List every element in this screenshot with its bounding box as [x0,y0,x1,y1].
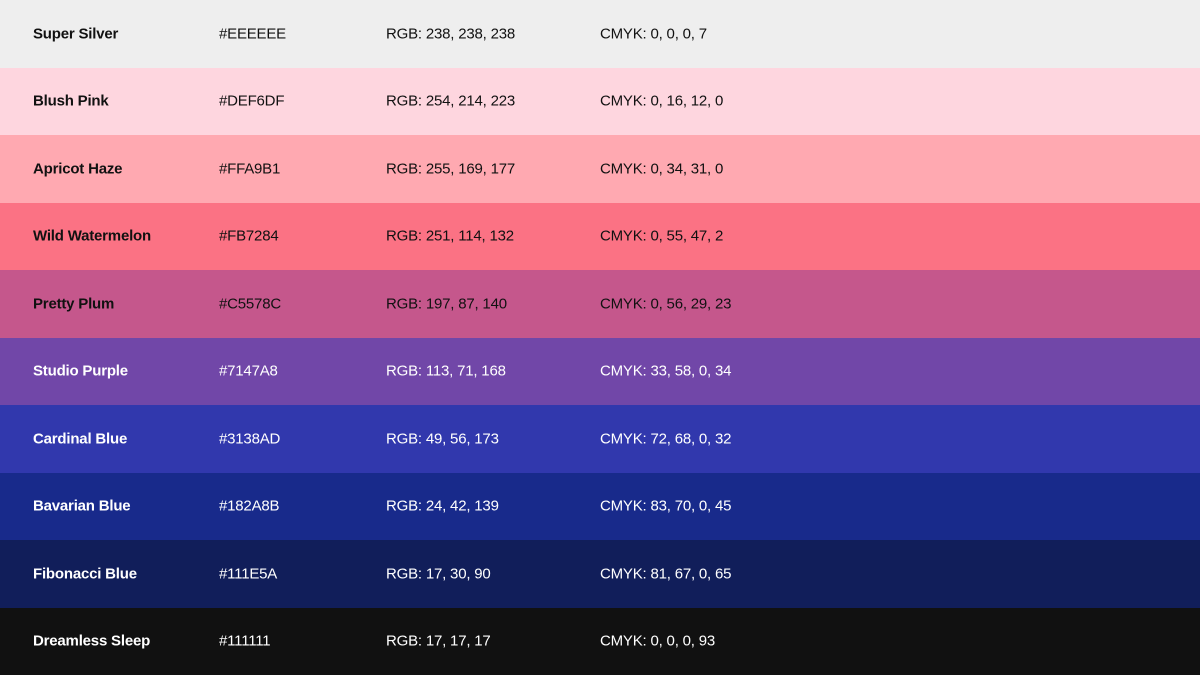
swatch-hex: #DEF6DF [219,92,285,110]
swatch-row-fibonacci-blue: Fibonacci Blue #111E5A RGB: 17, 30, 90 C… [0,540,1200,608]
swatch-rgb: RGB: 197, 87, 140 [386,295,507,313]
swatch-hex: #C5578C [219,295,281,313]
swatch-row-blush-pink: Blush Pink #DEF6DF RGB: 254, 214, 223 CM… [0,67,1200,135]
swatch-cmyk: CMYK: 81, 67, 0, 65 [600,565,732,583]
swatch-hex: #FFA9B1 [219,160,281,178]
swatch-hex: #FB7284 [219,227,279,245]
swatch-cmyk: CMYK: 0, 34, 31, 0 [600,160,724,178]
swatch-name: Dreamless Sleep [33,632,151,650]
swatch-name: Cardinal Blue [33,430,128,448]
swatch-hex: #EEEEEE [219,25,286,43]
swatch-name: Bavarian Blue [33,497,131,515]
swatch-hex: #111111 [219,632,271,650]
swatch-name: Studio Purple [33,362,128,380]
swatch-row-dreamless-sleep: Dreamless Sleep #111111 RGB: 17, 17, 17 … [0,607,1200,675]
swatch-cmyk: CMYK: 0, 56, 29, 23 [600,295,732,313]
swatch-row-apricot-haze: Apricot Haze #FFA9B1 RGB: 255, 169, 177 … [0,135,1200,203]
swatch-row-cardinal-blue: Cardinal Blue #3138AD RGB: 49, 56, 173 C… [0,405,1200,473]
swatch-name: Wild Watermelon [33,227,151,245]
swatch-hex: #3138AD [219,430,281,448]
swatch-cmyk: CMYK: 33, 58, 0, 34 [600,362,732,380]
swatch-name: Super Silver [33,25,119,43]
swatch-row-bavarian-blue: Bavarian Blue #182A8B RGB: 24, 42, 139 C… [0,472,1200,540]
swatch-name: Fibonacci Blue [33,565,137,583]
swatch-rgb: RGB: 24, 42, 139 [386,497,499,515]
swatch-rgb: RGB: 17, 30, 90 [386,565,491,583]
swatch-rgb: RGB: 255, 169, 177 [386,160,515,178]
swatch-row-wild-watermelon: Wild Watermelon #FB7284 RGB: 251, 114, 1… [0,202,1200,270]
swatch-cmyk: CMYK: 0, 16, 12, 0 [600,92,724,110]
swatch-hex: #111E5A [219,565,278,583]
swatch-rgb: RGB: 49, 56, 173 [386,430,499,448]
swatch-row-pretty-plum: Pretty Plum #C5578C RGB: 197, 87, 140 CM… [0,270,1200,338]
swatch-rgb: RGB: 113, 71, 168 [386,362,506,380]
swatch-rgb: RGB: 254, 214, 223 [386,92,515,110]
swatch-row-studio-purple: Studio Purple #7147A8 RGB: 113, 71, 168 … [0,337,1200,405]
swatch-rgb: RGB: 251, 114, 132 [386,227,514,245]
swatch-hex: #182A8B [219,497,280,515]
swatch-cmyk: CMYK: 0, 0, 0, 93 [600,632,715,650]
swatch-row-super-silver: Super Silver #EEEEEE RGB: 238, 238, 238 … [0,0,1200,68]
swatch-cmyk: CMYK: 83, 70, 0, 45 [600,497,732,515]
swatch-rgb: RGB: 17, 17, 17 [386,632,491,650]
swatch-cmyk: CMYK: 72, 68, 0, 32 [600,430,732,448]
swatch-hex: #7147A8 [219,362,278,380]
swatch-cmyk: CMYK: 0, 0, 0, 7 [600,25,707,43]
swatch-name: Pretty Plum [33,295,115,313]
swatch-name: Apricot Haze [33,160,123,178]
swatch-rgb: RGB: 238, 238, 238 [386,25,515,43]
swatch-cmyk: CMYK: 0, 55, 47, 2 [600,227,724,245]
swatch-name: Blush Pink [33,92,109,110]
